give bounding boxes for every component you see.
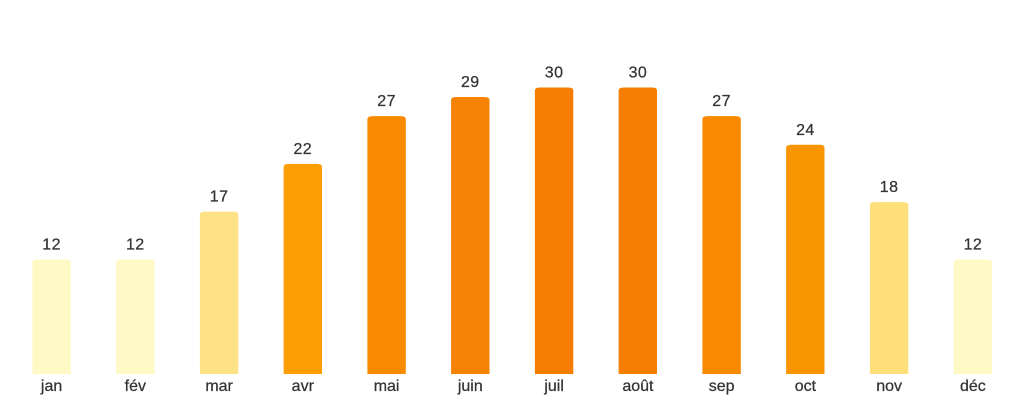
svg-text:déc: déc <box>960 378 986 395</box>
svg-text:27: 27 <box>377 93 396 110</box>
svg-text:18: 18 <box>880 179 899 196</box>
svg-text:août: août <box>622 378 654 395</box>
svg-text:27: 27 <box>712 93 731 110</box>
svg-text:17: 17 <box>210 189 229 206</box>
svg-text:30: 30 <box>545 65 564 82</box>
svg-text:29: 29 <box>461 74 480 91</box>
svg-text:30: 30 <box>629 65 648 82</box>
svg-text:fév: fév <box>125 378 146 395</box>
svg-text:12: 12 <box>42 236 61 253</box>
svg-text:nov: nov <box>876 378 902 395</box>
svg-text:24: 24 <box>796 122 815 139</box>
svg-text:12: 12 <box>126 236 145 253</box>
svg-text:juil: juil <box>543 378 564 395</box>
svg-text:12: 12 <box>964 236 983 253</box>
svg-text:22: 22 <box>293 141 312 158</box>
svg-text:mar: mar <box>205 378 233 395</box>
svg-text:oct: oct <box>795 378 817 395</box>
svg-text:jan: jan <box>40 378 62 395</box>
svg-text:mai: mai <box>374 378 400 395</box>
svg-text:sep: sep <box>709 378 735 395</box>
svg-text:juin: juin <box>457 378 483 395</box>
svg-text:avr: avr <box>292 378 315 395</box>
